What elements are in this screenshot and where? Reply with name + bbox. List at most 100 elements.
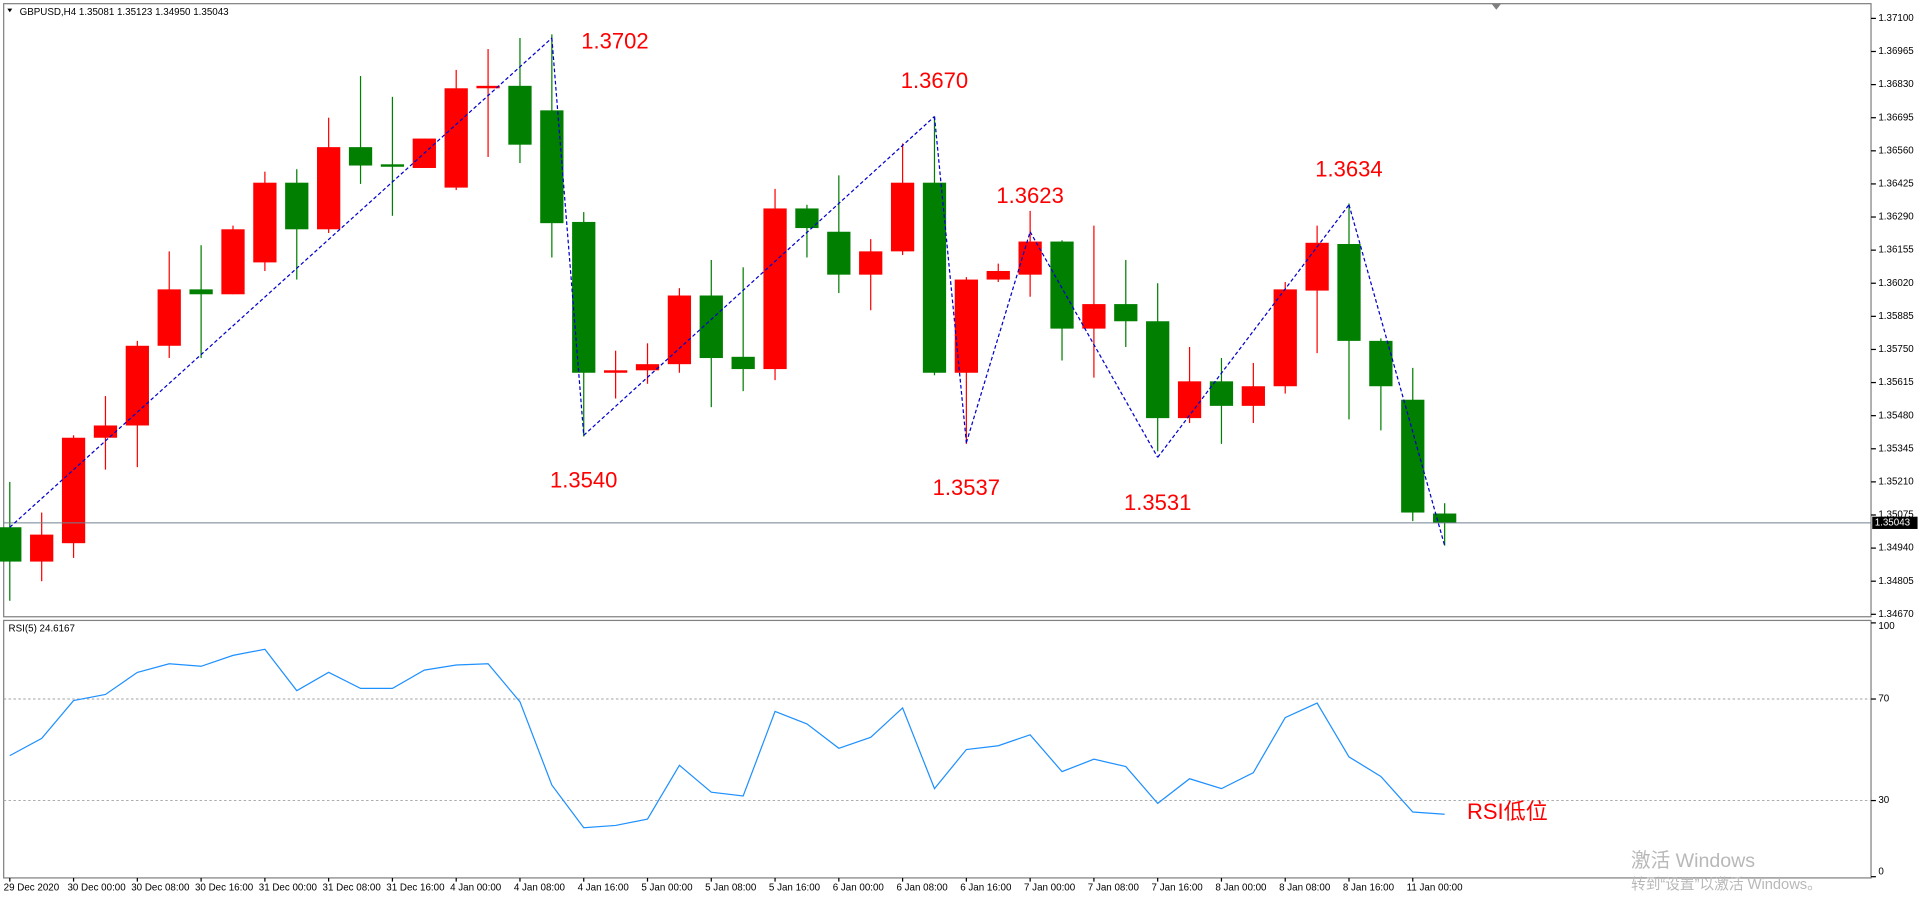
zigzag-label: 1.3623 [996, 183, 1063, 208]
candle-body [380, 164, 405, 167]
y-tick-label: 1.36425 [1878, 179, 1914, 190]
candle-body [763, 208, 787, 370]
candle-body [189, 289, 213, 295]
zigzag-segment [551, 37, 585, 436]
x-tick-label: 8 Jan 16:00 [1343, 882, 1395, 893]
y-tick-label: 0 [1878, 866, 1884, 877]
x-tick-label: 5 Jan 00:00 [641, 882, 693, 893]
candle-body [699, 295, 723, 359]
x-tick-label: 31 Dec 00:00 [259, 882, 318, 893]
x-tick-label: 8 Jan 08:00 [1279, 882, 1331, 893]
watermark-text: 转到“设置”以激活 Windows。 [1631, 876, 1822, 893]
main-panel [3, 3, 1872, 618]
candle-body [348, 147, 373, 166]
y-tick-label: 1.34805 [1878, 576, 1914, 587]
x-tick-label: 8 Jan 00:00 [1215, 882, 1267, 893]
zigzag-segment [1029, 231, 1159, 458]
x-tick-label: 4 Jan 08:00 [514, 882, 566, 893]
candle-body [1177, 381, 1202, 419]
y-tick-label: 1.36560 [1878, 145, 1914, 156]
current-price-label: 1.35043 [1875, 517, 1911, 528]
candle-body [731, 356, 755, 370]
zigzag-label: 1.3540 [550, 468, 617, 493]
y-tick-label: 1.35075 [1878, 510, 1914, 521]
candle-body [1433, 513, 1457, 523]
x-tick-label: 6 Jan 16:00 [960, 882, 1012, 893]
candle-body [635, 364, 660, 371]
zigzag-segment [583, 116, 935, 436]
y-tick-label: 1.35615 [1878, 377, 1914, 388]
candle-body [0, 527, 22, 562]
candle-body [508, 85, 532, 145]
zigzag-label: 1.3537 [933, 475, 1000, 500]
candle-body [1369, 340, 1393, 387]
rsi-line [9, 648, 1445, 829]
candle-body [93, 425, 118, 438]
candle-body [1273, 289, 1297, 387]
candle-body [444, 88, 468, 188]
candle-body [1050, 241, 1074, 329]
y-tick-label: 70 [1878, 694, 1889, 705]
rsi-panel [3, 619, 1872, 879]
y-tick-label: 1.34670 [1878, 609, 1914, 620]
zigzag-label: 1.3670 [901, 68, 968, 93]
candle-body [61, 437, 86, 544]
y-tick-label: 100 [1878, 621, 1895, 632]
candle-body [30, 534, 54, 562]
y-tick-label: 1.35210 [1878, 476, 1914, 487]
candle-body [827, 231, 851, 275]
candle-body [1401, 399, 1425, 513]
x-tick-label: 30 Dec 16:00 [195, 882, 254, 893]
x-tick-label: 31 Dec 08:00 [323, 882, 382, 893]
chart-title: GBPUSD,H4 1.35081 1.35123 1.34950 1.3504… [20, 7, 230, 18]
candle-body [540, 110, 564, 224]
y-tick-label: 1.35480 [1878, 410, 1914, 421]
candle-body [1146, 321, 1170, 419]
zigzag-segment [1348, 204, 1446, 546]
x-tick-label: 6 Jan 08:00 [896, 882, 948, 893]
y-tick-label: 1.35750 [1878, 344, 1914, 355]
candle-body [253, 182, 277, 263]
x-tick-label: 7 Jan 16:00 [1152, 882, 1204, 893]
candle-body [221, 229, 245, 295]
rsi-annotation: RSI低位 [1467, 799, 1548, 824]
candle-body [890, 182, 915, 252]
x-tick-label: 4 Jan 16:00 [578, 882, 630, 893]
candle-body [1241, 386, 1265, 406]
y-tick-label: 1.36290 [1878, 212, 1914, 223]
candle-body [603, 370, 628, 373]
candle-body [667, 295, 692, 365]
x-tick-label: 11 Jan 00:00 [1407, 882, 1463, 893]
menu-arrow [7, 8, 13, 13]
candle-body [317, 147, 341, 230]
y-tick-label: 30 [1878, 795, 1889, 806]
zigzag-label: 1.3634 [1315, 156, 1382, 181]
y-tick-label: 1.36020 [1878, 278, 1914, 289]
zigzag-segment [1157, 204, 1350, 458]
x-tick-label: 30 Dec 00:00 [67, 882, 126, 893]
candle-body [1082, 304, 1106, 329]
y-tick-label: 1.35345 [1878, 443, 1914, 454]
zigzag-segment [933, 116, 967, 443]
y-tick-label: 1.36830 [1878, 79, 1914, 90]
candle-body [986, 270, 1010, 280]
candle-body [859, 251, 883, 275]
zigzag-label: 1.3531 [1124, 490, 1191, 515]
x-tick-label: 4 Jan 00:00 [450, 882, 502, 893]
y-tick-label: 1.36695 [1878, 112, 1914, 123]
candle-body [1337, 244, 1361, 341]
x-tick-label: 6 Jan 00:00 [833, 882, 885, 893]
rsi-title: RSI(5) 24.6167 [9, 624, 75, 635]
y-tick-label: 1.36965 [1878, 46, 1914, 57]
x-tick-label: 7 Jan 00:00 [1024, 882, 1076, 893]
shift-marker [1491, 3, 1502, 10]
candle-body [1114, 304, 1138, 322]
candle-body [285, 182, 309, 230]
y-tick-label: 1.34940 [1878, 543, 1914, 554]
zigzag-label: 1.3702 [581, 29, 648, 54]
y-tick-label: 1.35885 [1878, 311, 1914, 322]
x-tick-label: 7 Jan 08:00 [1088, 882, 1140, 893]
candle-body [954, 279, 978, 373]
